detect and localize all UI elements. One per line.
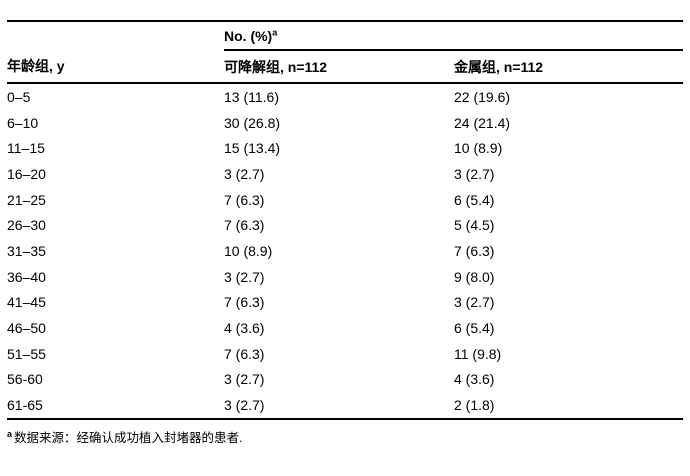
group-header-row: No. (%)a xyxy=(7,21,684,51)
table-row: 46–50 4 (3.6) 6 (5.4) xyxy=(7,315,683,341)
table-cell: 2 (1.8) xyxy=(454,392,684,420)
table-cell: 21–25 xyxy=(7,191,46,208)
table-row: 26–30 7 (6.3) 5 (4.5) xyxy=(7,212,683,238)
table-cell: 11–15 xyxy=(7,140,45,157)
table-cell: 10 (8.9) xyxy=(224,242,273,259)
group-header-cell: No. (%)a xyxy=(224,21,684,51)
table-cell: 5 (4.5) xyxy=(454,217,495,234)
table-cell: 22 (19.6) xyxy=(454,88,511,105)
table-cell: 3 (2.7) xyxy=(224,371,265,388)
table-row: 51–55 7 (6.3) 11 (9.8) xyxy=(7,341,683,367)
table-row: 36–40 3 (2.7) 9 (8.0) xyxy=(7,264,683,290)
empty-header-cell xyxy=(7,21,224,50)
table-row: 21–25 7 (6.3) 6 (5.4) xyxy=(7,187,683,213)
table-cell: 26–30 xyxy=(7,217,46,234)
table-cell: 3 (2.7) xyxy=(224,392,454,420)
table-cell: 7 (6.3) xyxy=(454,242,495,259)
table-cell: 0–5 xyxy=(7,88,31,105)
table-row: 61-65 3 (2.7) 2 (1.8) xyxy=(7,392,684,420)
group-header-label: No. (%) xyxy=(224,27,273,44)
table-cell: 3 (2.7) xyxy=(224,165,265,182)
table-cell: 41–45 xyxy=(7,294,46,311)
column-header-metal-group: 金属组, n=112 xyxy=(454,50,684,84)
table-cell: 6 (5.4) xyxy=(454,320,495,337)
table-row: 31–35 10 (8.9) 7 (6.3) xyxy=(7,238,683,264)
table-cell: 24 (21.4) xyxy=(454,114,511,131)
column-header-row: 年龄组, y 可降解组, n=112 金属组, n=112 xyxy=(7,50,684,84)
table-cell: 4 (3.6) xyxy=(224,320,265,337)
footnote-text: 数据来源：经确认成功植入封堵器的患者. xyxy=(14,430,243,445)
table-cell: 10 (8.9) xyxy=(454,140,503,157)
table-row: 41–45 7 (6.3) 3 (2.7) xyxy=(7,290,683,316)
age-distribution-table: No. (%)a 年龄组, y 可降解组, n=112 金属组, n=112 0… xyxy=(7,20,684,420)
table-cell: 7 (6.3) xyxy=(224,191,265,208)
column-header-age-group: 年龄组, y xyxy=(7,50,224,84)
table-cell: 56-60 xyxy=(7,371,43,388)
table-row: 56-60 3 (2.7) 4 (3.6) xyxy=(7,367,683,393)
table-cell: 15 (13.4) xyxy=(224,140,281,157)
table-row: 6–10 30 (26.8) 24 (21.4) xyxy=(7,110,683,136)
column-header-degradable-group: 可降解组, n=112 xyxy=(224,50,454,84)
table-cell: 3 (2.7) xyxy=(224,268,265,285)
table-cell: 30 (26.8) xyxy=(224,114,281,131)
table-cell: 7 (6.3) xyxy=(224,217,265,234)
table-cell: 3 (2.7) xyxy=(454,165,495,182)
table-row: 0–5 13 (11.6) 22 (19.6) xyxy=(7,83,683,110)
table-cell: 36–40 xyxy=(7,268,46,285)
table-body: 0–5 13 (11.6) 22 (19.6) 6–10 30 (26.8) 24 (21… xyxy=(7,83,684,420)
table-cell: 6–10 xyxy=(7,114,39,131)
table-cell: 4 (3.6) xyxy=(454,371,495,388)
table-cell: 51–55 xyxy=(7,345,46,362)
table-footnote: a 数据来源：经确认成功植入封堵器的患者. xyxy=(7,427,690,446)
table-cell: 6 (5.4) xyxy=(454,191,495,208)
table-cell: 3 (2.7) xyxy=(454,294,495,311)
table-cell: 16–20 xyxy=(7,165,46,182)
footnote-marker: a xyxy=(7,428,13,439)
table-cell: 9 (8.0) xyxy=(454,268,495,285)
table-cell: 61-65 xyxy=(7,392,224,420)
table-cell: 11 (9.8) xyxy=(454,345,502,362)
table-cell: 31–35 xyxy=(7,242,46,259)
table-row: 16–20 3 (2.7) 3 (2.7) xyxy=(7,161,683,187)
table-cell: 7 (6.3) xyxy=(224,294,265,311)
table-row: 11–15 15 (13.4) 10 (8.9) xyxy=(7,135,683,161)
footnote-marker-superscript: a xyxy=(272,26,278,37)
table-cell: 7 (6.3) xyxy=(224,345,265,362)
table-cell: 46–50 xyxy=(7,320,46,337)
paper-table-page: No. (%)a 年龄组, y 可降解组, n=112 金属组, n=112 0… xyxy=(0,20,690,476)
table-cell: 13 (11.6) xyxy=(224,88,279,105)
